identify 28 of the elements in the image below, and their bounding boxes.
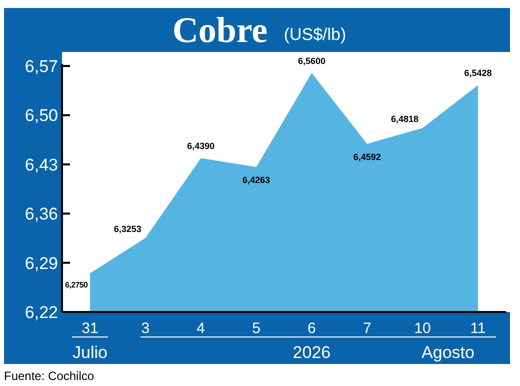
data-label: 6,4592	[353, 152, 381, 162]
text: Agosto	[422, 343, 474, 362]
data-label: 6,5600	[298, 56, 326, 66]
x-tick-label: 7	[362, 320, 372, 337]
data-label: 6,3253	[114, 224, 142, 234]
x-tick-label: 11	[470, 320, 486, 337]
text: 2026	[292, 343, 331, 362]
y-tick-label: 6,50	[24, 106, 58, 126]
x-tick-label: 4	[196, 320, 206, 337]
y-tick-label: 6,22	[24, 302, 58, 322]
x-tick-label: 6	[308, 320, 316, 337]
text: Julio	[72, 343, 108, 362]
source-note: Fuente: Cochilco	[4, 369, 94, 383]
y-tick-label: 6,43	[24, 155, 58, 174]
x-tick-label: 31	[82, 320, 98, 337]
y-tick-label: 6,57	[24, 56, 58, 76]
x-tick-label: 3	[141, 320, 150, 337]
data-label: 6,2750	[65, 280, 89, 290]
data-label: 6,4263	[242, 175, 270, 185]
data-label: 6,4818	[391, 114, 419, 124]
data-label: 6,5428	[464, 68, 492, 78]
x-tick-label: 5	[252, 320, 260, 337]
y-tick-label: 6,29	[24, 254, 58, 273]
x-tick-label: 10	[414, 320, 431, 337]
y-tick-label: 6,36	[24, 204, 58, 224]
chart-title: Cobre	[172, 10, 268, 50]
data-label: 6,4390	[187, 141, 215, 152]
chart-subtitle: (US$/lb)	[284, 25, 346, 44]
